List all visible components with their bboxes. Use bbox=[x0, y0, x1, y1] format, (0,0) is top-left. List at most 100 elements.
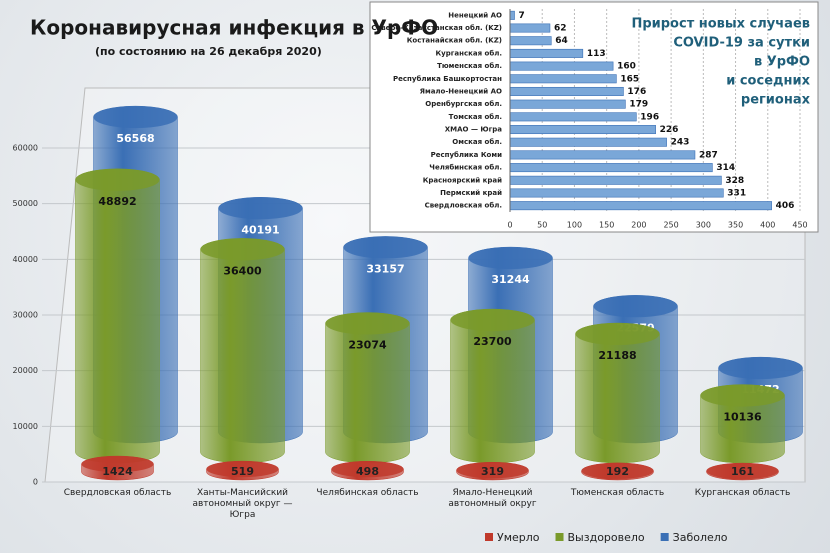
value-label: 160 bbox=[617, 62, 636, 72]
cylinder-top bbox=[456, 462, 529, 479]
value-label: 36400 bbox=[223, 264, 262, 277]
bar bbox=[509, 125, 656, 135]
bar bbox=[509, 99, 626, 109]
bar bbox=[509, 74, 617, 84]
inset-title: регионах bbox=[741, 93, 811, 108]
x-tick-label: Свердловская область bbox=[63, 488, 172, 498]
legend-label: Заболело bbox=[673, 531, 728, 544]
x-tick-label: 150 bbox=[599, 221, 614, 230]
cylinder-top bbox=[200, 238, 285, 261]
x-tick-label: 100 bbox=[567, 221, 582, 230]
bar bbox=[509, 163, 713, 173]
y-tick-label: 50000 bbox=[13, 199, 38, 208]
value-label: 165 bbox=[620, 74, 639, 84]
cylinder-top bbox=[331, 461, 404, 478]
cylinder-top bbox=[75, 168, 160, 191]
y-tick-label: Ненецкий АО bbox=[448, 11, 502, 19]
x-tick-label: Челябинская область bbox=[316, 488, 419, 498]
value-label: 62 bbox=[554, 24, 567, 34]
legend-swatch bbox=[660, 533, 669, 541]
cylinder-top bbox=[706, 463, 779, 480]
y-tick-label: Томская обл. bbox=[449, 113, 502, 121]
cylinder-top bbox=[581, 462, 654, 479]
bar bbox=[509, 175, 722, 185]
value-label: 519 bbox=[231, 465, 254, 478]
cylinder-top bbox=[575, 323, 660, 346]
cylinder-top bbox=[468, 247, 553, 270]
y-tick-label: ХМАО — Югра bbox=[445, 126, 502, 134]
cylinder-top bbox=[700, 384, 785, 407]
y-tick-label: 20000 bbox=[13, 366, 38, 375]
value-label: 23074 bbox=[348, 339, 387, 352]
value-label: 48892 bbox=[98, 195, 136, 208]
value-label: 56568 bbox=[116, 132, 154, 145]
y-tick-label: Курганская обл. bbox=[435, 49, 502, 57]
cylinder-top bbox=[206, 461, 279, 478]
value-label: 7 bbox=[519, 11, 525, 21]
value-label: 314 bbox=[716, 163, 735, 173]
bar bbox=[509, 36, 552, 46]
value-label: 10136 bbox=[723, 411, 762, 424]
y-tick-label: 60000 bbox=[13, 144, 38, 153]
inset-title: Прирост новых случаев bbox=[631, 17, 810, 32]
y-tick-label: Республика Коми bbox=[431, 151, 503, 159]
value-label: 176 bbox=[627, 87, 646, 97]
value-label: 406 bbox=[776, 201, 795, 211]
x-tick-label: 250 bbox=[663, 221, 678, 230]
bar bbox=[509, 137, 667, 147]
x-tick-label: 400 bbox=[760, 221, 775, 230]
cylinder-top bbox=[93, 106, 178, 129]
x-tick-label: Тюменская область bbox=[570, 488, 665, 498]
legend-label: Выздоровело bbox=[568, 531, 645, 544]
value-label: 113 bbox=[587, 49, 606, 59]
x-tick-label: Курганская область bbox=[694, 488, 791, 498]
cylinder-top bbox=[593, 295, 678, 318]
y-tick-label: Челябинская обл. bbox=[429, 164, 502, 172]
y-tick-label: Костанайская обл. (KZ) bbox=[407, 37, 502, 45]
y-tick-label: Северо-Казахстанская обл. (KZ) bbox=[371, 24, 502, 32]
legend-swatch bbox=[485, 533, 493, 541]
cylinder bbox=[450, 308, 535, 464]
value-label: 1424 bbox=[102, 465, 133, 478]
value-label: 40191 bbox=[241, 223, 279, 236]
bar bbox=[509, 23, 551, 33]
y-tick-label: 10000 bbox=[13, 422, 38, 431]
cylinder-top bbox=[718, 357, 803, 380]
value-label: 287 bbox=[699, 150, 718, 160]
x-tick-label: Ямало-Ненецкий автономный округ bbox=[448, 488, 537, 509]
bar bbox=[509, 112, 637, 122]
cylinder-top bbox=[325, 312, 410, 335]
y-tick-label: 30000 bbox=[13, 311, 38, 320]
value-label: 179 bbox=[629, 100, 648, 110]
y-tick-label: Ямало-Ненецкий АО bbox=[420, 87, 502, 95]
legend-label: Умерло bbox=[497, 531, 540, 544]
chart-title: Коронавирусная инфекция в УрФО bbox=[30, 16, 438, 40]
value-label: 21188 bbox=[598, 349, 636, 362]
y-tick-label: Омская обл. bbox=[452, 138, 502, 146]
chart-subtitle: (по состоянию на 26 декабря 2020) bbox=[95, 45, 322, 58]
value-label: 498 bbox=[356, 465, 379, 478]
y-tick-label: Оренбургская обл. bbox=[425, 100, 502, 108]
value-label: 192 bbox=[606, 465, 629, 478]
bar bbox=[509, 48, 584, 58]
x-tick-label: Ханты-Мансийский автономный округ — Югра bbox=[192, 488, 293, 520]
value-label: 196 bbox=[640, 112, 659, 122]
value-label: 23700 bbox=[473, 335, 512, 348]
cylinder bbox=[325, 312, 410, 464]
cylinder-top bbox=[343, 236, 428, 259]
inset-title: COVID-19 за сутки bbox=[673, 36, 810, 51]
bar bbox=[509, 61, 614, 71]
x-tick-label: 50 bbox=[537, 221, 547, 230]
cylinder-top bbox=[450, 309, 535, 332]
x-tick-label: 350 bbox=[728, 221, 743, 230]
x-tick-label: 450 bbox=[792, 221, 807, 230]
bar bbox=[509, 150, 696, 160]
cylinder-top bbox=[81, 456, 154, 473]
y-tick-label: Пермский край bbox=[440, 189, 502, 197]
x-tick-label: 300 bbox=[696, 221, 711, 230]
cylinder-top bbox=[218, 197, 303, 220]
y-tick-label: 0 bbox=[33, 478, 38, 487]
legend-swatch bbox=[555, 533, 564, 541]
